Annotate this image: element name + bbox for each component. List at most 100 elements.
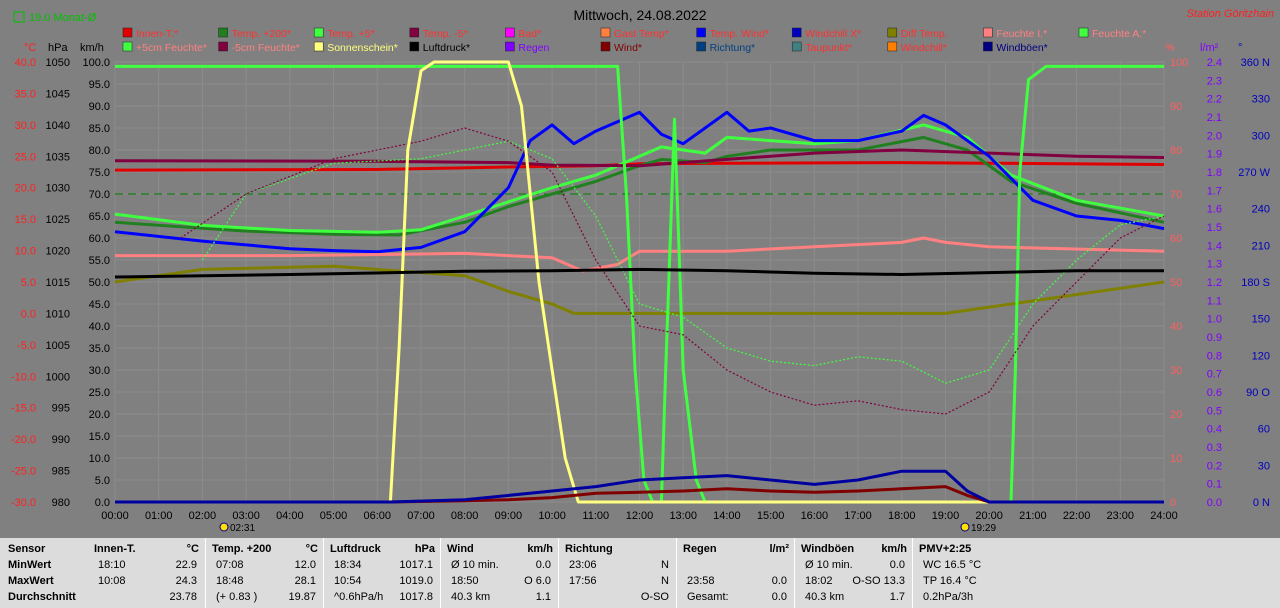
legend-label-wind: Wind*	[614, 42, 642, 54]
stats-label-max: MaxWert	[8, 575, 54, 587]
legend-label-5cm-feuchte: -5cm Feuchte*	[232, 42, 300, 54]
temp-tick-label: 10.0	[15, 246, 36, 258]
legend-label-sonnenschein: Sonnenschein*	[327, 42, 398, 54]
stats-min-value: 1017.1	[399, 559, 433, 571]
legend-label-regen: Regen	[518, 42, 549, 54]
stats-avg-extra: 40.3 km	[451, 591, 491, 603]
series-temp-wind	[114, 110, 1165, 254]
rain-tick-label: 0.2	[1207, 460, 1222, 472]
station-label: Station Göritzhain	[1187, 8, 1274, 20]
hpa-tick-label: 1015	[46, 277, 70, 289]
legend-label-taupunkt: Taupunkt*	[805, 42, 852, 54]
kmh-tick-label: 60.0	[89, 233, 110, 245]
stats-unit-wind: km/h	[527, 543, 553, 555]
legend-swatch-sonnenschein	[313, 41, 324, 52]
kmh-tick-label: 15.0	[89, 431, 110, 443]
axis-layer: 40.0 35.0 30.0 25.0 20.0 15.0 10.0 5.0 0.0 -5.0 -1…	[11, 57, 1271, 522]
pct-tick-label: 30	[1170, 365, 1182, 377]
stats-unit-innen-t: °C	[186, 543, 199, 555]
series-wind	[115, 485, 1164, 504]
pct-tick-label: 10	[1170, 453, 1182, 465]
legend-label-temp-wind: Temp. Wind*	[710, 28, 770, 40]
legend-swatch-temp-5	[409, 27, 420, 38]
stats-head-sensor: Sensor	[8, 543, 46, 555]
legend-label-windchill-x: Windchill X*	[805, 28, 861, 40]
legend-label-richtung: Richtung*	[710, 42, 756, 54]
temp-tick-label: 25.0	[15, 151, 36, 163]
stats-label-min: MinWert	[8, 559, 52, 571]
stats-head-luftdruck: Luftdruck	[330, 543, 381, 555]
stats-min-value: 22.9	[175, 559, 197, 571]
stats-col: Luftdruck hPa 18:34 1017.1 10:54 1019.0 ^0.6hP…	[323, 538, 441, 608]
time-tick-label: 08:00	[451, 510, 479, 522]
stats-head-temp-200: Temp. +200	[212, 543, 272, 555]
stats-min-time: 07:08	[216, 559, 244, 571]
legend-swatch-temp-5	[313, 27, 324, 38]
stats-avg-extra: ^0.6hPa/h	[334, 591, 384, 603]
kmh-tick-label: 30.0	[89, 365, 110, 377]
rain-tick-label: 2.3	[1207, 75, 1222, 87]
monat-checkbox[interactable]	[13, 11, 25, 23]
stats-unit-luftdruck: hPa	[414, 543, 435, 555]
temp-tick-label: -10.0	[11, 371, 36, 383]
kmh-tick-label: 100.0	[82, 57, 110, 69]
legend-swatch-temp-wind	[696, 27, 706, 38]
series-feuchte-a	[115, 64, 1164, 504]
stats-min-time: Ø 10 min.	[805, 559, 853, 571]
stats-max-time: TP 16.4 °C	[923, 575, 977, 587]
legend-swatch-diff-temp	[887, 27, 898, 38]
pct-tick-label: 100	[1170, 57, 1188, 69]
time-tick-label: 14:00	[713, 510, 741, 522]
rain-tick-label: 0.3	[1207, 442, 1222, 454]
legend-label-gast-temp: Gast Temp*	[614, 28, 669, 40]
time-tick-label: 20:00	[975, 510, 1003, 522]
legend: Innen-T.* Temp. +200* Temp. +5* Temp. -5* Ba…	[122, 27, 1146, 54]
stats-avg-extra: 40.3 km	[805, 591, 845, 603]
stats-table: Sensor MinWert MaxWert Durchschnitt Inne…	[0, 538, 1280, 608]
time-tick-label: 06:00	[363, 510, 391, 522]
sunrise-icon	[219, 522, 229, 532]
legend-swatch-innen-t	[122, 27, 133, 38]
stats-max-time: 17:56	[569, 575, 597, 587]
rain-unit: l/m²	[1200, 42, 1219, 54]
time-tick-label: 10:00	[538, 510, 566, 522]
stats-head-pmv-2-25: PMV+2:25	[919, 543, 972, 555]
legend-label-innen-t: Innen-T.*	[136, 28, 178, 40]
rain-tick-label: 2.4	[1207, 57, 1222, 69]
series-windb-en	[115, 469, 1164, 504]
legend-label-bad: Bad*	[518, 28, 541, 40]
kmh-tick-label: 45.0	[89, 299, 110, 311]
time-tick-label: 17:00	[844, 510, 872, 522]
stats-col: Wind km/h Ø 10 min. 0.0 18:50 O 6.0 40.3 km 1.1	[440, 538, 559, 608]
series-luftdruck	[114, 267, 1164, 279]
stats-max-value: 1019.0	[399, 575, 433, 587]
temp-unit: °C	[24, 42, 36, 54]
pct-tick-label: 60	[1170, 233, 1182, 245]
rain-tick-label: 1.0	[1207, 314, 1222, 326]
pct-tick-label: 50	[1170, 277, 1182, 289]
legend-swatch-feuchte-a	[1078, 27, 1089, 38]
rain-tick-label: 1.1	[1207, 295, 1222, 307]
time-tick-label: 21:00	[1019, 510, 1047, 522]
pct-tick-label: 80	[1170, 145, 1182, 157]
time-tick-label: 18:00	[888, 510, 916, 522]
kmh-tick-label: 80.0	[89, 145, 110, 157]
stats-max-value: 0.0	[771, 575, 787, 587]
stats-max-time: 23:58	[687, 575, 715, 587]
dir-tick-label: 210	[1252, 240, 1270, 252]
sunset-label: 19:29	[971, 523, 996, 534]
kmh-tick-label: 65.0	[89, 211, 110, 223]
stats-min-time: 18:10	[98, 559, 126, 571]
hpa-tick-label: 1010	[46, 308, 70, 320]
legend-label-feuchte-a: Feuchte A.*	[1092, 28, 1146, 40]
stats-head-windb-en: Windböen	[801, 543, 855, 555]
stats-max-value: O-SO 13.3	[852, 575, 905, 587]
stats-head-innen-t: Innen-T.	[94, 543, 136, 555]
stats-avg-extra: (+ 0.83 )	[216, 591, 258, 603]
rain-tick-label: 2.1	[1207, 112, 1222, 124]
temp-tick-label: 40.0	[15, 57, 36, 69]
rain-tick-label: 2.0	[1207, 130, 1222, 142]
legend-swatch-windb-en	[983, 41, 993, 52]
kmh-tick-label: 50.0	[89, 277, 110, 289]
hpa-tick-label: 1000	[46, 371, 70, 383]
